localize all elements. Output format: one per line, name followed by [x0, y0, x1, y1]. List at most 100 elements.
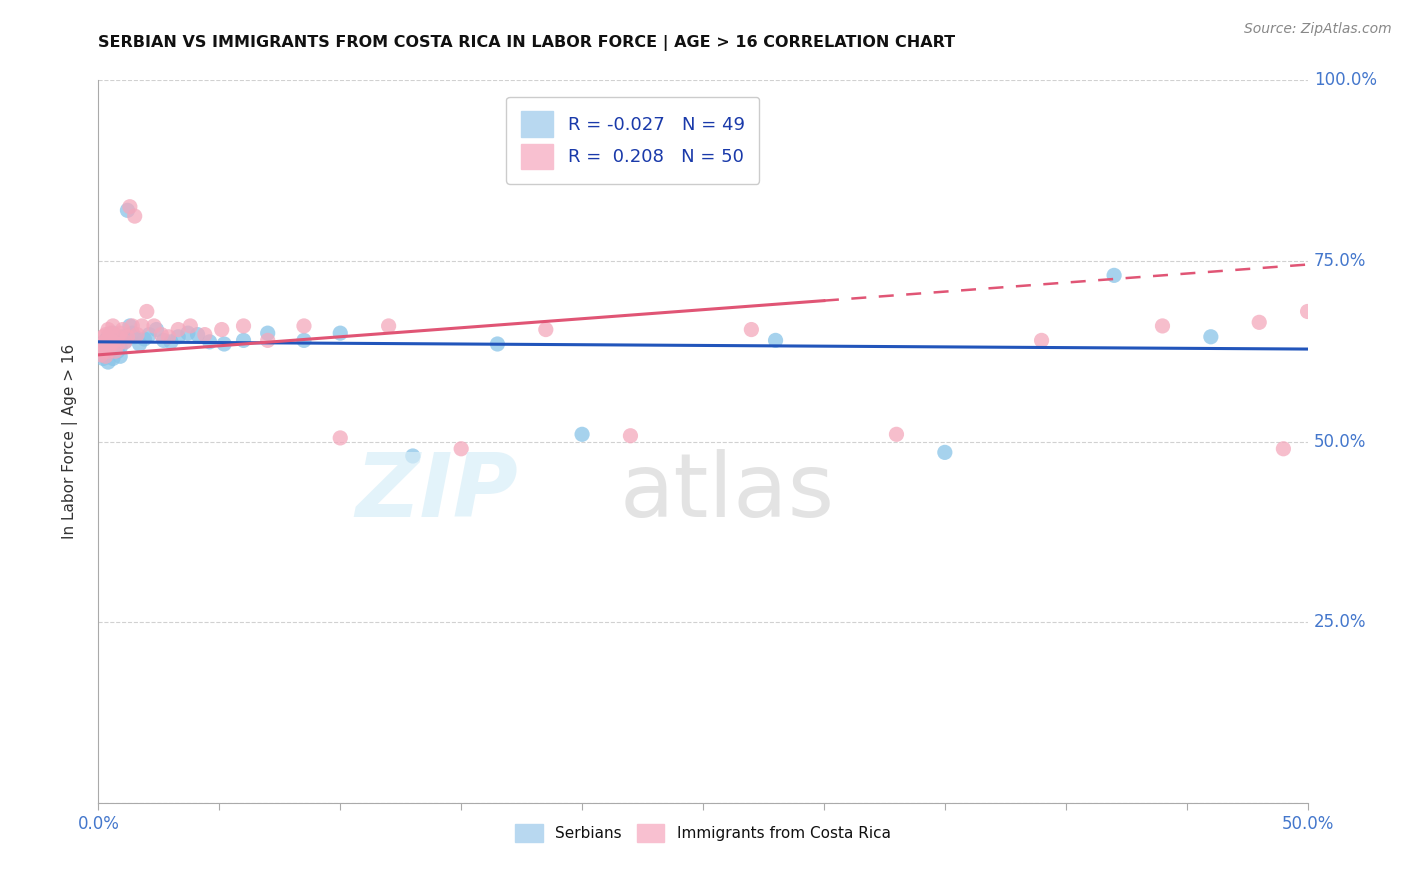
- Text: 25.0%: 25.0%: [1313, 613, 1367, 632]
- Text: atlas: atlas: [620, 449, 835, 535]
- Point: [97, 330, 120, 344]
- Point: [486, 337, 509, 351]
- Point: [100, 334, 122, 349]
- Point: [1296, 304, 1319, 318]
- Point: [934, 445, 956, 459]
- Point: [101, 334, 124, 349]
- Point: [107, 334, 129, 348]
- Point: [108, 341, 131, 355]
- Point: [117, 330, 139, 344]
- Point: [124, 209, 146, 223]
- Point: [143, 318, 166, 333]
- Point: [97, 339, 120, 353]
- Point: [94, 334, 117, 348]
- Point: [91, 330, 114, 344]
- Point: [101, 351, 124, 366]
- Point: [104, 337, 127, 351]
- Point: [108, 326, 131, 340]
- Point: [97, 322, 120, 336]
- Y-axis label: In Labor Force | Age > 16: In Labor Force | Age > 16: [62, 344, 77, 539]
- Point: [450, 442, 472, 456]
- Point: [97, 344, 120, 359]
- Point: [160, 334, 183, 349]
- Point: [212, 337, 235, 351]
- Point: [124, 330, 146, 344]
- Point: [90, 344, 112, 359]
- Point: [94, 349, 117, 363]
- Text: Source: ZipAtlas.com: Source: ZipAtlas.com: [1244, 22, 1392, 37]
- Point: [97, 355, 120, 369]
- Point: [91, 337, 114, 351]
- Point: [134, 332, 156, 346]
- Point: [107, 337, 129, 351]
- Point: [1272, 442, 1295, 456]
- Point: [194, 327, 217, 342]
- Point: [1152, 318, 1174, 333]
- Point: [1031, 334, 1053, 348]
- Point: [127, 327, 149, 342]
- Point: [94, 349, 117, 363]
- Point: [107, 330, 129, 344]
- Point: [179, 318, 201, 333]
- Point: [256, 326, 278, 340]
- Point: [100, 337, 122, 351]
- Point: [104, 344, 127, 359]
- Point: [211, 322, 233, 336]
- Point: [108, 349, 131, 363]
- Point: [121, 318, 143, 333]
- Point: [135, 304, 157, 318]
- Point: [377, 318, 399, 333]
- Point: [765, 334, 787, 348]
- Point: [256, 334, 278, 348]
- Point: [198, 334, 221, 349]
- Point: [114, 334, 136, 349]
- Text: 75.0%: 75.0%: [1313, 252, 1367, 270]
- Point: [1249, 315, 1271, 329]
- Point: [571, 427, 593, 442]
- Text: 100.0%: 100.0%: [1313, 71, 1376, 89]
- Point: [118, 318, 141, 333]
- Point: [402, 449, 425, 463]
- Point: [1102, 268, 1125, 283]
- Point: [292, 334, 315, 348]
- Point: [145, 322, 167, 336]
- Point: [97, 332, 120, 346]
- Point: [114, 334, 136, 349]
- Point: [107, 344, 129, 359]
- Point: [90, 341, 112, 355]
- Point: [152, 334, 174, 348]
- Point: [100, 342, 122, 356]
- Point: [118, 200, 141, 214]
- Text: ZIP: ZIP: [356, 449, 519, 535]
- Point: [232, 318, 254, 333]
- Point: [101, 318, 124, 333]
- Point: [111, 322, 134, 336]
- Point: [104, 332, 127, 346]
- Point: [117, 203, 139, 218]
- Point: [94, 334, 117, 349]
- Point: [157, 330, 180, 344]
- Point: [1199, 330, 1222, 344]
- Point: [150, 327, 173, 342]
- Point: [619, 429, 641, 443]
- Point: [534, 322, 557, 336]
- Point: [91, 344, 114, 359]
- Point: [90, 348, 112, 362]
- Point: [167, 322, 190, 336]
- Point: [91, 351, 114, 366]
- Point: [329, 326, 352, 340]
- Point: [167, 330, 190, 344]
- Point: [90, 341, 112, 355]
- Point: [177, 326, 200, 340]
- Point: [232, 334, 254, 348]
- Point: [91, 348, 114, 362]
- Point: [121, 326, 143, 340]
- Point: [187, 327, 209, 342]
- Point: [886, 427, 908, 442]
- Point: [138, 327, 160, 342]
- Point: [292, 318, 315, 333]
- Point: [111, 330, 134, 344]
- Point: [101, 326, 124, 340]
- Point: [100, 326, 122, 340]
- Point: [94, 327, 117, 342]
